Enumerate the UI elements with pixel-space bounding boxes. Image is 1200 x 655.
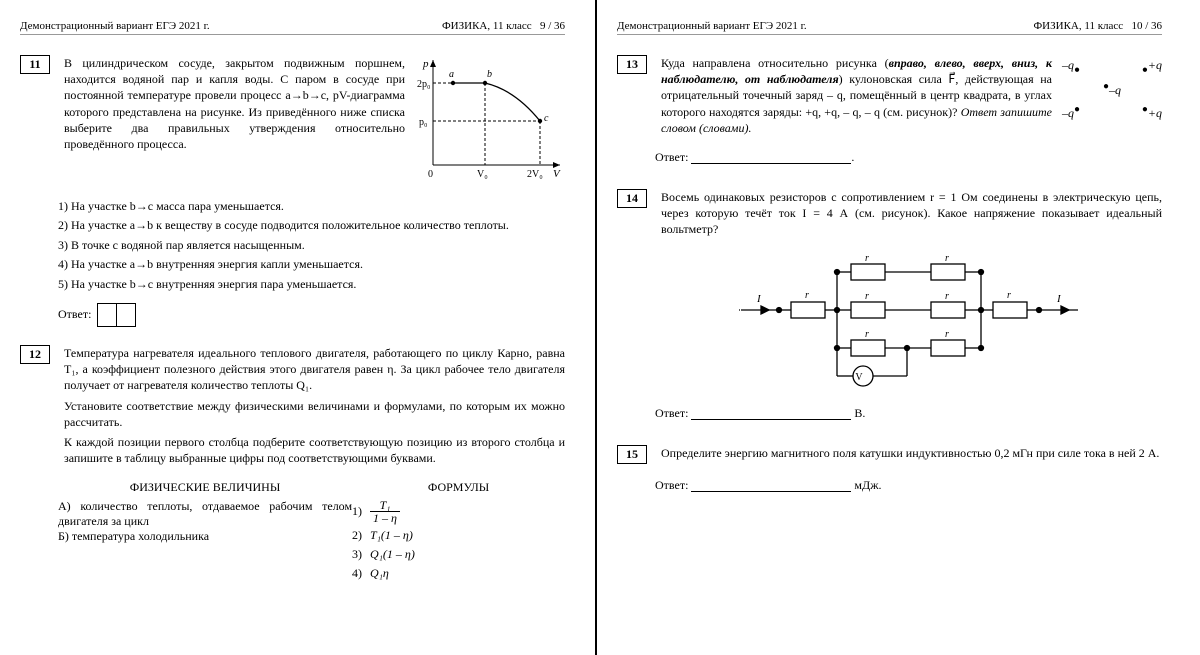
task-11-options: 1) На участке b→c масса пара уменьшается… [58,198,565,293]
task-body: –q●●+q ●–q –q●●+q Куда направлена относи… [661,55,1162,136]
svg-text:p: p [422,58,429,70]
option-4: 4) На участке a→b внутренняя энергия кап… [58,256,565,273]
task-15-answer: Ответ: мДж. [655,478,1162,493]
task-13: 13 –q●●+q ●–q –q●●+q Куда направлена отн… [617,55,1162,136]
svg-text:b: b [487,69,492,80]
svg-text:V: V [553,168,561,180]
task-14: 14 Восемь одинаковых резисторов с сопрот… [617,189,1162,238]
svg-text:r: r [945,253,949,264]
option-2: 2) На участке a→b к веществу в сосуде по… [58,217,565,234]
task-11-answer: Ответ: [58,303,565,327]
task-number: 14 [617,189,647,208]
svg-text:r: r [865,291,869,302]
svg-text:I: I [756,293,762,305]
answer-cell[interactable] [97,303,117,327]
answer-unit: мДж. [854,478,881,493]
task-13-answer: Ответ: . [655,150,1162,165]
svg-text:r: r [1007,290,1011,301]
svg-text:I: I [1056,293,1062,305]
header-source: Демонстрационный вариант ЕГЭ 2021 г. [20,20,210,32]
task-body: Восемь одинаковых резисторов с сопротивл… [661,189,1162,238]
formula-1: 1) T₁1 – η [352,499,565,524]
task-number: 13 [617,55,647,74]
charge-diagram: –q●●+q ●–q –q●●+q [1062,55,1162,123]
formula-4: 4) Q₁η [352,566,565,581]
task-body: Определите энергию магнитного поля катуш… [661,445,1162,461]
svg-text:2p₀: 2p₀ [417,79,431,90]
pv-diagram: p V 2p₀ p₀ V₀ 2V₀ 0 [415,55,565,180]
quantities-column: ФИЗИЧЕСКИЕ ВЕЛИЧИНЫ А) количество теплот… [58,480,352,585]
left-page: Демонстрационный вариант ЕГЭ 2021 г. ФИЗ… [0,0,595,655]
task-number: 15 [617,445,647,464]
circuit-diagram: V I I r r r r r r r r [655,252,1162,396]
answer-unit: В. [854,406,865,421]
answer-label: Ответ: [655,478,688,493]
svg-text:p₀: p₀ [419,117,428,128]
task-12-columns: ФИЗИЧЕСКИЕ ВЕЛИЧИНЫ А) количество теплот… [58,480,565,585]
task-12: 12 Температура нагревателя идеального те… [20,345,565,466]
task-p2: Установите соответствие между физическим… [64,398,565,430]
quantity-b: Б) температура холодильника [58,529,352,544]
header-right: Демонстрационный вариант ЕГЭ 2021 г. ФИЗ… [617,20,1162,35]
task-15: 15 Определите энергию магнитного поля ка… [617,445,1162,464]
option-1: 1) На участке b→c масса пара уменьшается… [58,198,565,215]
answer-label: Ответ: [655,406,688,421]
formula-3: 3) Q₁(1 – η) [352,547,565,562]
formulas-column: ФОРМУЛЫ 1) T₁1 – η 2) T₁(1 – η) 3) Q₁(1 … [352,480,565,585]
column-header: ФОРМУЛЫ [352,480,565,495]
task-14-answer: Ответ: В. [655,406,1162,421]
svg-text:c: c [544,113,549,124]
header-source: Демонстрационный вариант ЕГЭ 2021 г. [617,20,807,32]
header-left: Демонстрационный вариант ЕГЭ 2021 г. ФИЗ… [20,20,565,35]
answer-blank[interactable] [691,479,851,492]
answer-label: Ответ: [58,307,91,322]
svg-text:V₀: V₀ [477,169,488,180]
task-11: 11 p V 2p₀ p₀ V₀ 2V₀ 0 [20,55,565,184]
svg-text:a: a [449,69,454,80]
svg-text:r: r [805,290,809,301]
header-subject-page: ФИЗИКА, 11 класс 9 / 36 [442,20,565,32]
task-body: Температура нагревателя идеального тепло… [64,345,565,466]
option-5: 5) На участке b→c внутренняя энергия пар… [58,276,565,293]
task-p1: Температура нагревателя идеального тепло… [64,345,565,394]
svg-text:0: 0 [428,169,433,180]
svg-text:r: r [865,329,869,340]
option-3: 3) В точке c водяной пар является насыще… [58,237,565,254]
task-body: p V 2p₀ p₀ V₀ 2V₀ 0 [64,55,565,184]
task-number: 11 [20,55,50,74]
header-subject-page: ФИЗИКА, 11 класс 10 / 36 [1033,20,1162,32]
quantity-a: А) количество теплоты, отдаваемое рабочи… [58,499,352,529]
task-number: 12 [20,345,50,364]
formula-2: 2) T₁(1 – η) [352,528,565,543]
task-text: В цилиндрическом сосуде, закрытом подвиж… [64,56,405,151]
svg-text:r: r [945,329,949,340]
right-page: Демонстрационный вариант ЕГЭ 2021 г. ФИЗ… [597,0,1192,655]
svg-text:2V₀: 2V₀ [527,169,543,180]
svg-text:r: r [865,253,869,264]
svg-text:V: V [855,372,863,383]
answer-blank[interactable] [691,407,851,420]
answer-cell[interactable] [117,303,136,327]
answer-label: Ответ: [655,150,688,165]
column-header: ФИЗИЧЕСКИЕ ВЕЛИЧИНЫ [58,480,352,495]
task-p3: К каждой позиции первого столбца подбери… [64,434,565,466]
svg-text:r: r [945,291,949,302]
answer-blank[interactable] [691,151,851,164]
